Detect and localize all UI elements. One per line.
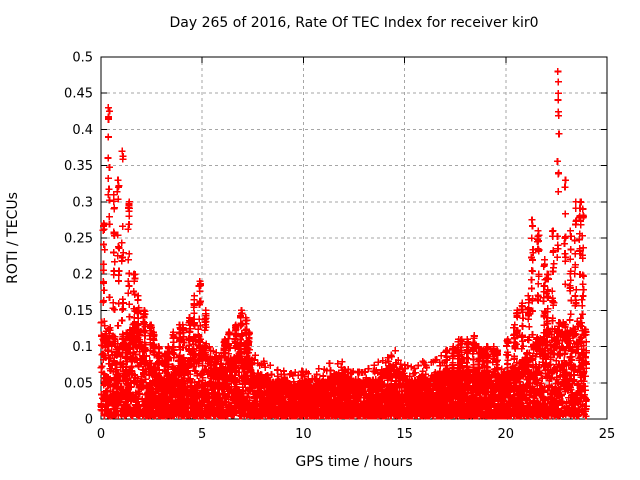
data-points-roti — [97, 68, 590, 420]
y-tick-label: 0.2 — [72, 268, 93, 283]
x-tick-label: 0 — [97, 427, 105, 442]
y-tick-label: 0.05 — [64, 376, 93, 391]
x-tick-label: 25 — [599, 427, 616, 442]
y-tick-label: 0.45 — [64, 87, 93, 102]
y-axis-label: ROTI / TECUs — [5, 192, 21, 284]
x-tick-label: 20 — [498, 427, 515, 442]
x-tick-label: 15 — [396, 427, 413, 442]
y-tick-label: 0.4 — [72, 123, 93, 138]
y-tick-labels: 0 0.05 0.1 0.15 0.2 0.25 0.3 0.35 0.4 0.45 0.5 — [64, 51, 93, 428]
chart-title: Day 265 of 2016, Rate Of TEC Index for r… — [169, 15, 538, 31]
y-tick-label: 0.5 — [72, 51, 93, 66]
y-tick-label: 0.1 — [72, 340, 93, 355]
x-tick-labels: 0 5 10 15 20 25 — [97, 427, 615, 442]
y-tick-label: 0 — [85, 413, 93, 428]
y-tick-label: 0.3 — [72, 195, 93, 210]
x-tick-label: 10 — [295, 427, 312, 442]
y-tick-label: 0.35 — [64, 159, 93, 174]
x-axis-label: GPS time / hours — [295, 454, 412, 470]
x-tick-label: 5 — [198, 427, 206, 442]
y-tick-label: 0.25 — [64, 232, 93, 247]
y-tick-label: 0.15 — [64, 304, 93, 319]
